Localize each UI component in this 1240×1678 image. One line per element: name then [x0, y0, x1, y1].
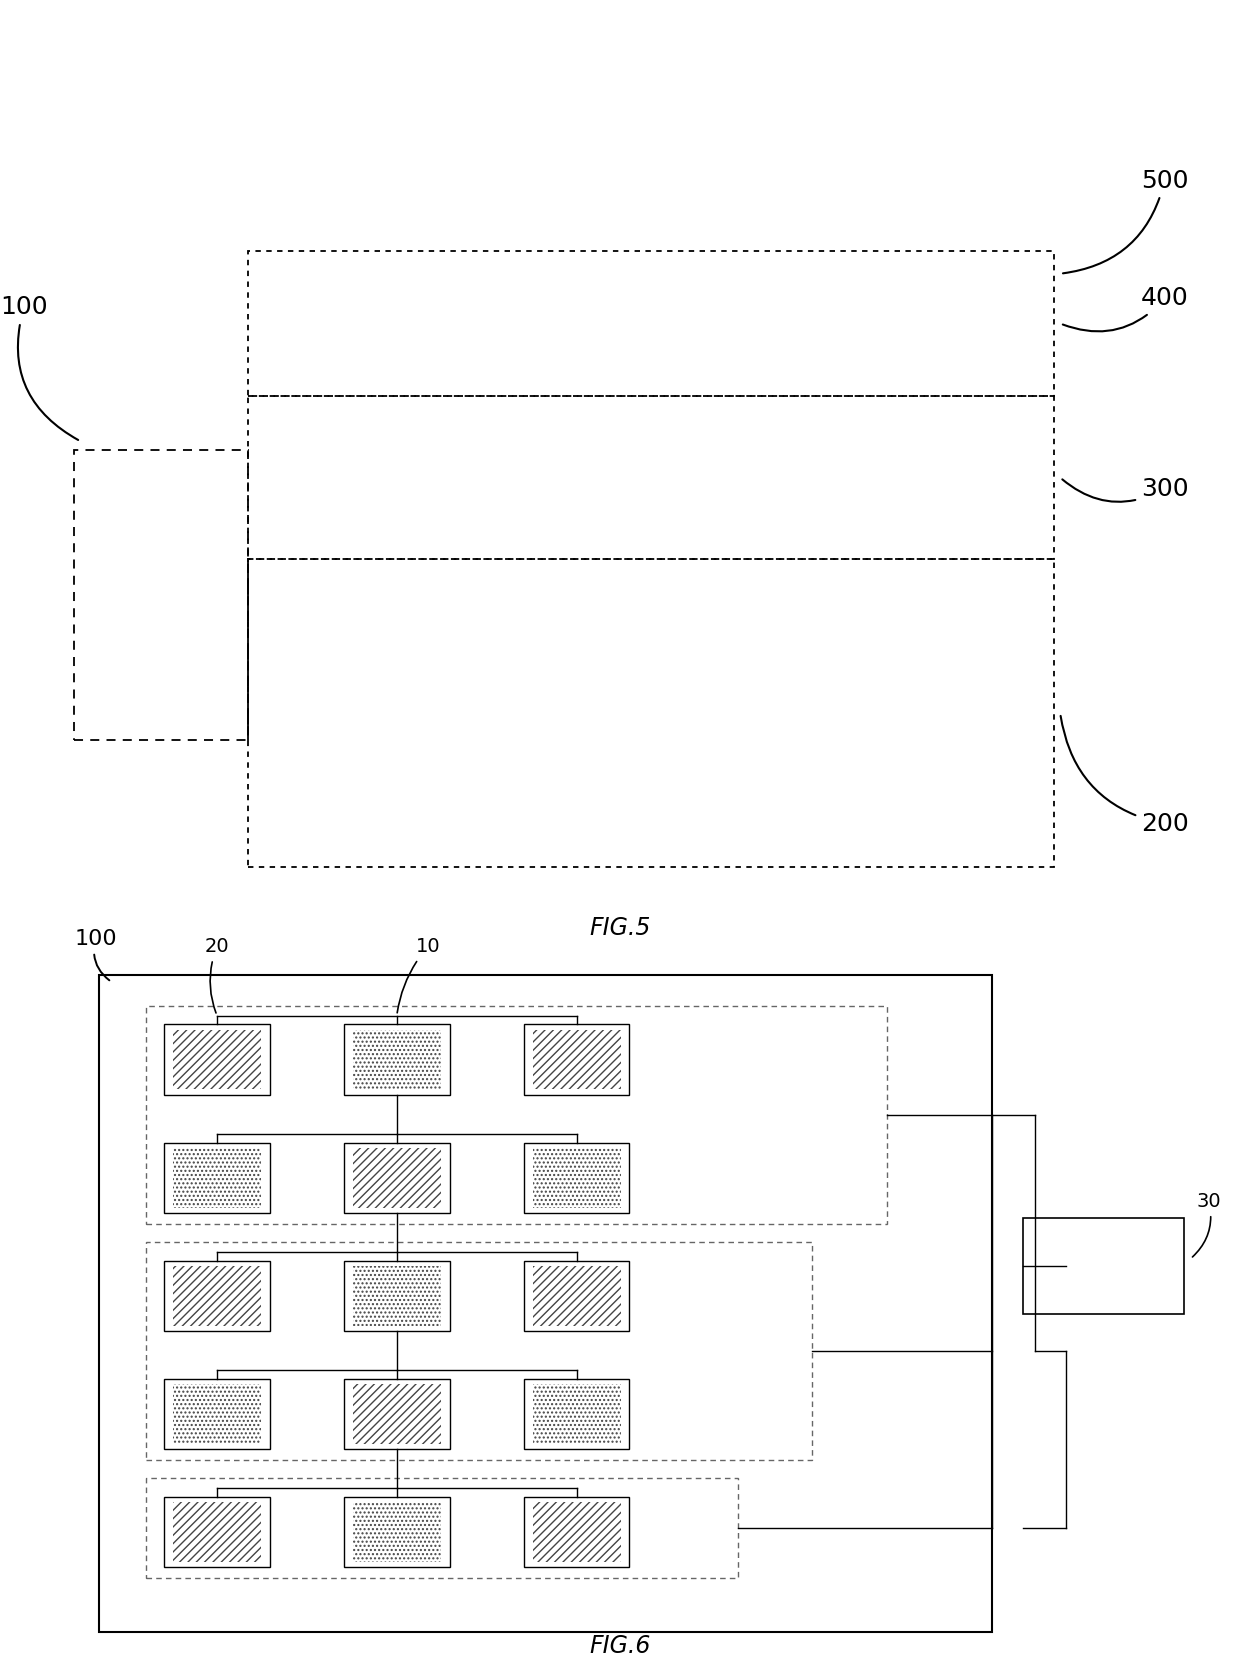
Bar: [172, 1502, 260, 1562]
Bar: [146, 1007, 887, 1223]
Bar: [248, 252, 1054, 396]
Bar: [353, 1148, 441, 1208]
Bar: [172, 1148, 260, 1208]
Bar: [248, 396, 1054, 559]
Bar: [164, 1379, 270, 1448]
Bar: [345, 1497, 450, 1567]
Bar: [345, 1260, 450, 1331]
Text: 30: 30: [1193, 1191, 1221, 1257]
Bar: [533, 1030, 621, 1089]
Bar: [146, 1478, 738, 1577]
Bar: [248, 559, 1054, 868]
Text: 500: 500: [1063, 168, 1188, 274]
Text: 10: 10: [397, 938, 440, 1014]
Bar: [99, 975, 992, 1631]
Bar: [353, 1502, 441, 1562]
Bar: [74, 450, 248, 740]
Text: 300: 300: [1063, 477, 1188, 502]
Bar: [533, 1384, 621, 1443]
Bar: [525, 1260, 630, 1331]
Bar: [353, 1265, 441, 1326]
Text: 20: 20: [205, 938, 229, 1014]
Bar: [525, 1024, 630, 1094]
Text: 100: 100: [74, 930, 117, 980]
Bar: [345, 1379, 450, 1448]
Bar: [146, 1242, 812, 1460]
Bar: [533, 1502, 621, 1562]
Bar: [525, 1497, 630, 1567]
Bar: [345, 1143, 450, 1213]
Bar: [353, 1384, 441, 1443]
Text: FIG.6: FIG.6: [589, 1633, 651, 1658]
Bar: [533, 1265, 621, 1326]
Bar: [164, 1497, 270, 1567]
Bar: [1023, 1218, 1184, 1314]
Bar: [525, 1143, 630, 1213]
Text: 100: 100: [0, 295, 78, 440]
Text: 200: 200: [1060, 717, 1189, 836]
Bar: [164, 1024, 270, 1094]
Text: FIG.5: FIG.5: [589, 916, 651, 940]
Bar: [172, 1030, 260, 1089]
Bar: [345, 1024, 450, 1094]
Bar: [164, 1143, 270, 1213]
Text: 400: 400: [1063, 287, 1189, 331]
Bar: [353, 1030, 441, 1089]
Bar: [533, 1148, 621, 1208]
Bar: [525, 1379, 630, 1448]
Bar: [172, 1384, 260, 1443]
Bar: [164, 1260, 270, 1331]
Bar: [172, 1265, 260, 1326]
